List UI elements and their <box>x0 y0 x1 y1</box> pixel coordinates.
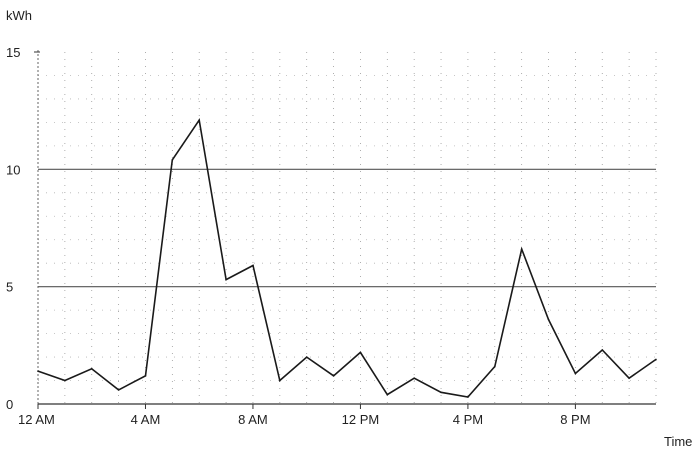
data-point <box>386 393 389 396</box>
grid <box>38 52 657 404</box>
y-axis-label: kWh <box>6 8 32 23</box>
x-tick-label: 8 AM <box>238 412 268 427</box>
y-tick-label: 15 <box>6 45 20 60</box>
x-tick-label: 12 AM <box>18 412 55 427</box>
data-point <box>90 368 93 370</box>
x-tick-label: 12 PM <box>342 412 380 427</box>
axes <box>34 50 656 409</box>
x-tick-label: 4 PM <box>453 412 483 427</box>
data-point <box>359 351 362 354</box>
data-point <box>144 375 147 377</box>
data-point <box>332 375 335 377</box>
x-axis-label: Time <box>664 434 692 449</box>
series <box>37 117 657 398</box>
data-point <box>628 377 630 379</box>
y-tick-label: 5 <box>6 280 13 295</box>
data-point <box>574 372 577 375</box>
data-point <box>279 379 281 382</box>
data-point <box>520 248 523 250</box>
data-point <box>655 358 657 361</box>
data-point <box>117 389 120 391</box>
data-point <box>493 365 496 368</box>
series-line <box>37 117 657 398</box>
tick-labels: 0 5 10 15 12 AM 4 AM 8 AM 12 PM 4 PM 8 PM <box>6 45 591 427</box>
reference-lines <box>38 168 656 288</box>
data-point <box>225 278 227 281</box>
data-point <box>601 349 604 351</box>
data-point <box>305 356 308 358</box>
y-tick-label: 10 <box>6 162 20 177</box>
x-tick-label: 8 PM <box>560 412 590 427</box>
data-point <box>171 159 174 161</box>
data-point <box>440 391 442 394</box>
data-point <box>198 119 201 121</box>
data-point <box>252 264 254 267</box>
data-point <box>547 318 550 321</box>
data-point <box>413 377 415 379</box>
y-tick-label: 0 <box>6 397 13 412</box>
data-point <box>64 379 66 382</box>
data-point <box>467 396 469 398</box>
x-tick-label: 4 AM <box>131 412 161 427</box>
data-point <box>37 370 39 372</box>
